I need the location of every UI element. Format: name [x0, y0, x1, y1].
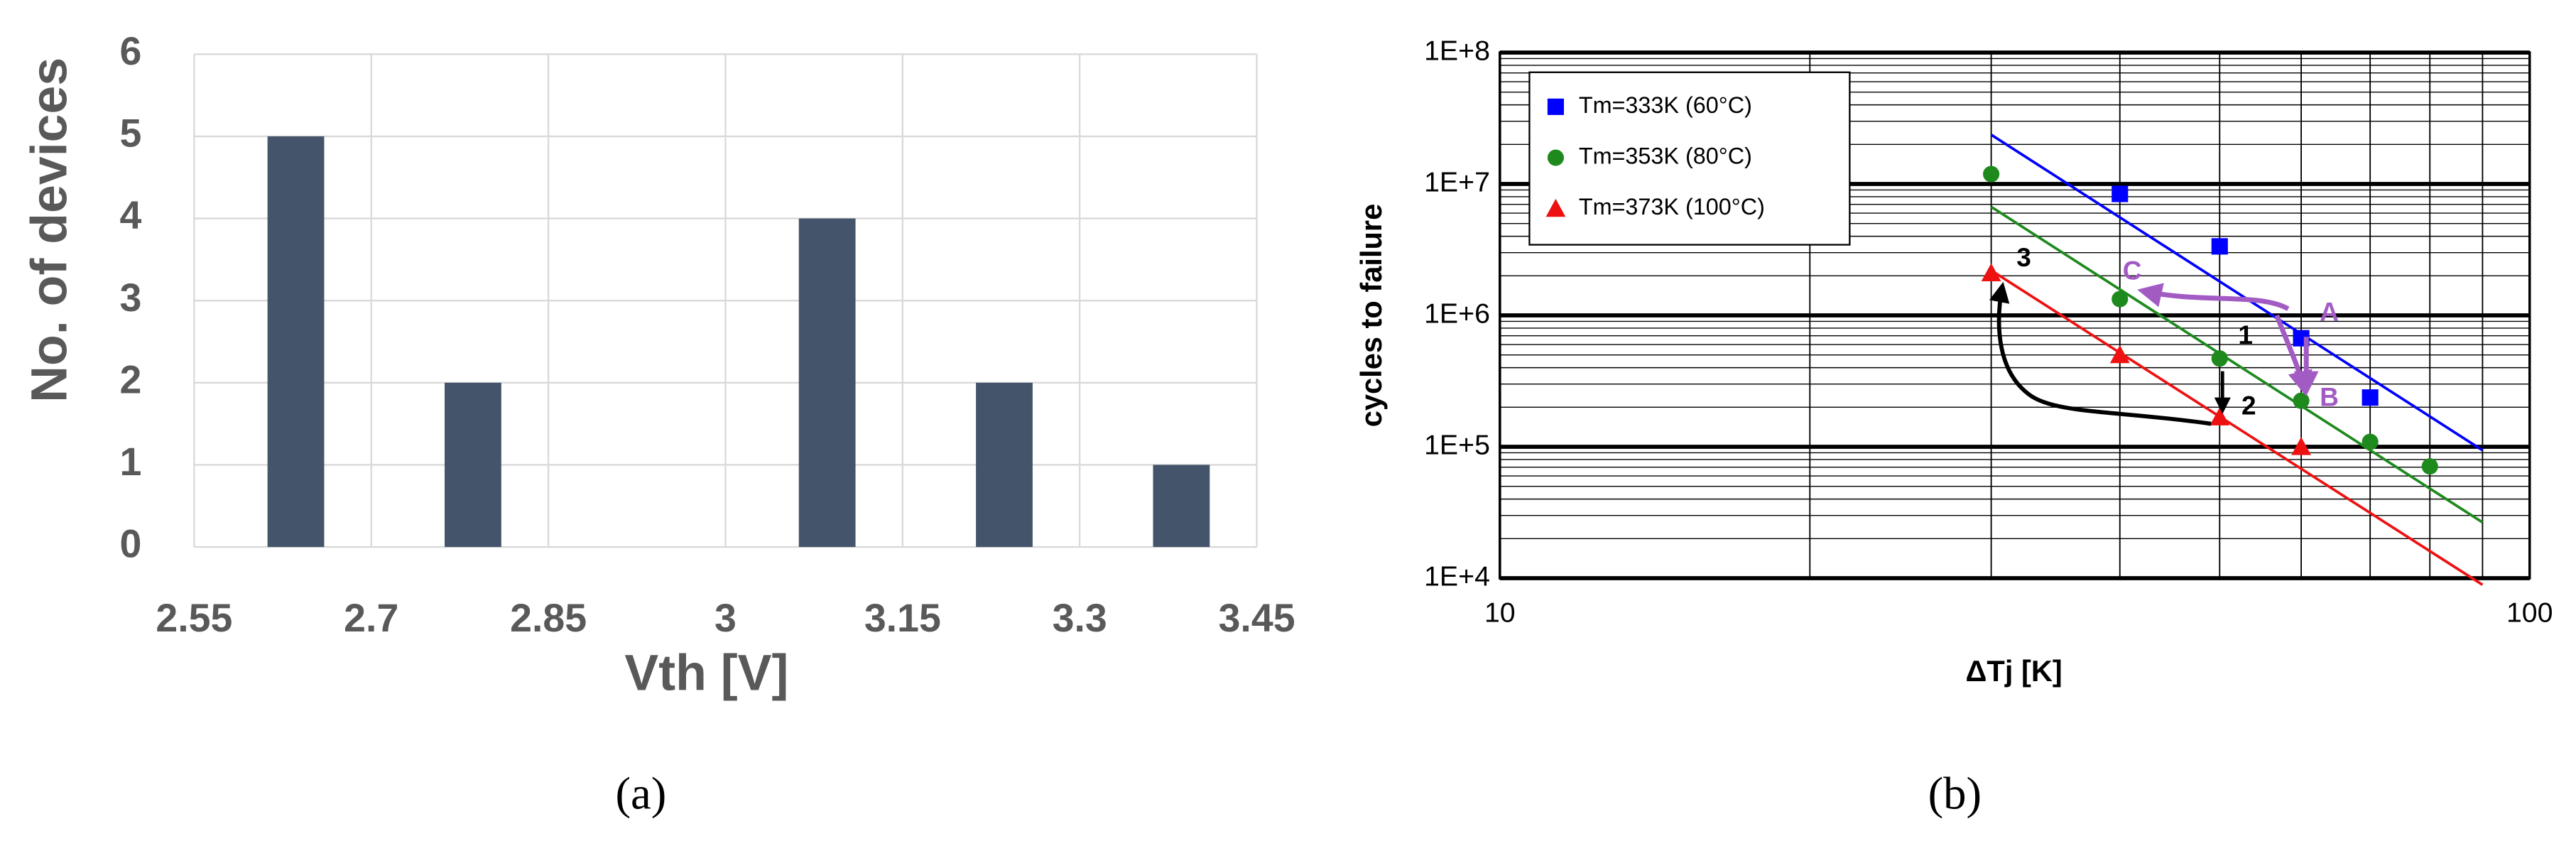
point — [2293, 392, 2310, 409]
y-tick-label: 6 — [120, 29, 142, 73]
annotation: C — [2123, 256, 2142, 286]
bar — [798, 218, 856, 548]
legend-marker — [1547, 149, 1564, 166]
arrow — [2137, 283, 2290, 311]
x-tick-label: 2.85 — [510, 596, 587, 640]
y-tick-label: 4 — [120, 193, 142, 237]
y-tick-label: 3 — [120, 276, 142, 320]
legend-label: Tm=333K (60°C) — [1579, 92, 1752, 118]
point — [2211, 238, 2228, 255]
x-tick-label: 10 — [1484, 597, 1516, 628]
x-tick-label: 100 — [2506, 597, 2553, 628]
x-tick-label: 3.3 — [1053, 596, 1107, 640]
legend-marker — [1545, 198, 1566, 217]
y-tick-label: 1 — [120, 440, 142, 484]
x-tick-label: 2.55 — [156, 596, 232, 640]
point — [2421, 457, 2438, 475]
x-tick-label: 3.15 — [864, 596, 941, 640]
legend-label: Tm=373K (100°C) — [1579, 194, 1765, 219]
annotation-arrows — [1989, 281, 2319, 426]
point — [2211, 350, 2228, 367]
x-tick-label: 3.45 — [1219, 596, 1295, 640]
panel-label: (a) — [615, 769, 666, 820]
point — [2291, 437, 2311, 455]
point — [2112, 185, 2129, 202]
point — [2109, 344, 2130, 364]
point — [2210, 407, 2230, 425]
point — [2112, 291, 2129, 308]
annotation: 1 — [2238, 320, 2253, 349]
bar — [267, 136, 325, 548]
x-tick-label: 2.7 — [344, 596, 398, 640]
y-tick-label: 1E+4 — [1424, 560, 1490, 592]
y-tick-label: 2 — [120, 357, 142, 401]
annotation: 2 — [2241, 391, 2256, 420]
bar — [445, 382, 501, 548]
legend-label: Tm=353K (80°C) — [1579, 143, 1752, 169]
annotation: B — [2320, 383, 2339, 412]
point — [1981, 263, 2001, 281]
annotation: 3 — [2016, 243, 2031, 272]
legend-box — [1528, 71, 1851, 246]
bar — [976, 382, 1033, 548]
y-tick-label: 1E+6 — [1424, 298, 1490, 329]
legend-marker — [1547, 98, 1564, 115]
y-tick-label: 0 — [120, 522, 142, 566]
y-tick-label: 1E+8 — [1424, 35, 1490, 66]
x-tick-label: 3 — [714, 596, 737, 640]
y-tick-label: 1E+7 — [1424, 166, 1490, 197]
annotation: A — [2320, 297, 2339, 326]
point — [1983, 166, 2000, 183]
bar — [1153, 465, 1210, 548]
x-axis-label: Vth [V] — [624, 645, 788, 702]
fit-line — [1990, 269, 2484, 586]
y-tick-label: 1E+5 — [1424, 429, 1490, 460]
panel-label: (b) — [1928, 769, 1982, 820]
x-axis-label: ΔTj [K] — [1966, 654, 2063, 688]
arrow — [1989, 281, 2212, 426]
y-axis-label: No. of devices — [21, 58, 77, 403]
y-axis-label: cycles to failure — [1354, 204, 1388, 428]
y-tick-label: 5 — [120, 112, 142, 156]
fit-line — [1990, 205, 2484, 523]
point — [2362, 433, 2379, 450]
fit-line — [1990, 134, 2484, 452]
plot-border — [1499, 51, 2531, 580]
point — [2362, 389, 2379, 406]
